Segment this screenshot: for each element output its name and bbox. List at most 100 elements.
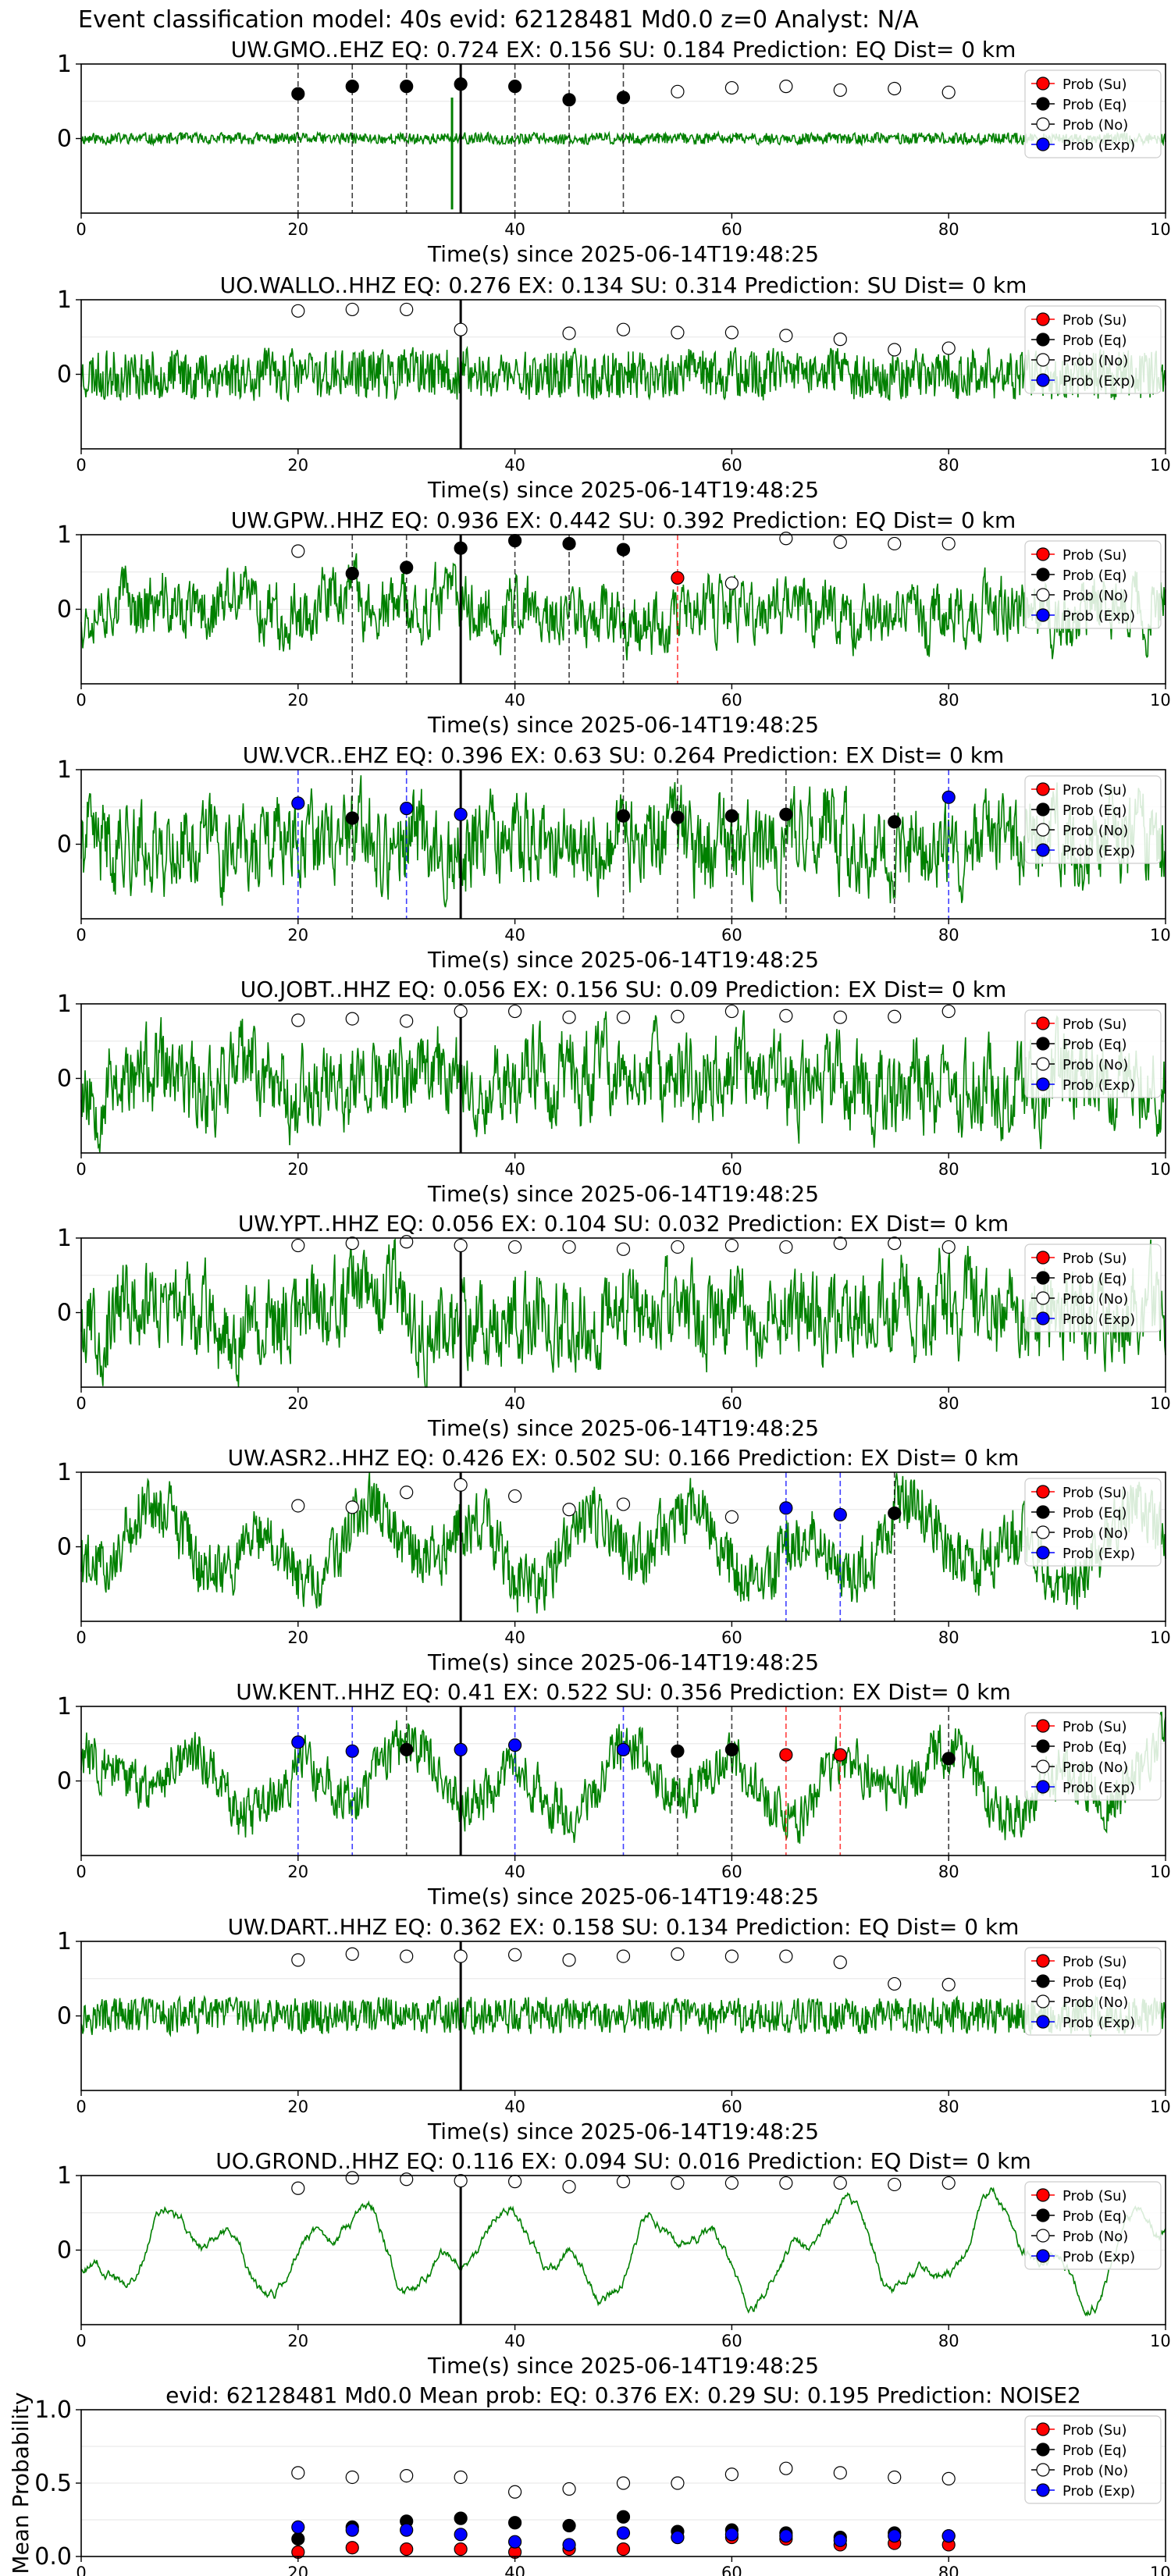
x-tick-label: 80 <box>938 926 959 945</box>
mean-prob-marker-eq <box>562 2518 576 2533</box>
prob-marker-no <box>724 1510 739 1524</box>
prob-marker-eq <box>562 93 576 107</box>
y-tick-label: 0.5 <box>34 2470 72 2497</box>
waveform-trace <box>80 1010 1166 1153</box>
subplot-title: UO.GROND..HHZ EQ: 0.116 EX: 0.094 SU: 0.… <box>215 2148 1031 2174</box>
x-tick-label: 40 <box>504 2332 525 2350</box>
legend-entry: Prob (Eq) <box>1062 1505 1127 1521</box>
legend-marker-eq <box>1036 802 1050 817</box>
legend-entry: Prob (Su) <box>1062 2188 1127 2204</box>
prob-marker-no <box>454 2174 468 2188</box>
prob-marker-eq <box>454 541 468 555</box>
prob-marker-exp <box>833 1507 847 1522</box>
legend: Prob (Su) Prob (Eq) Prob (No) Prob (Exp) <box>1024 305 1162 394</box>
waveform-trace <box>80 1994 1166 2037</box>
legend-marker-eq <box>1036 97 1050 111</box>
subplot-title: evid: 62128481 Md0.0 Mean prob: EQ: 0.37… <box>166 2382 1081 2408</box>
legend-box <box>1024 2415 1162 2504</box>
legend-marker-eq <box>1036 333 1050 347</box>
legend-marker-su <box>1036 1016 1050 1030</box>
mean-prob-marker-exp <box>507 2535 522 2549</box>
x-tick-label: 80 <box>938 1863 959 1881</box>
prob-marker-eq <box>400 1742 414 1756</box>
legend: Prob (Su) Prob (Eq) Prob (No) Prob (Exp) <box>1024 540 1162 629</box>
subplot-8: UW.KENT..HHZ EQ: 0.41 EX: 0.522 SU: 0.35… <box>57 1679 1171 1909</box>
mean-prob-marker-exp <box>779 2529 793 2543</box>
legend-entry: Prob (No) <box>1062 1759 1128 1776</box>
prob-marker-no <box>671 1240 685 1254</box>
prob-marker-no <box>291 1013 305 1027</box>
legend-entry: Prob (Su) <box>1062 782 1127 799</box>
legend-entry: Prob (Exp) <box>1062 373 1135 390</box>
legend-marker-su <box>1036 1719 1050 1733</box>
prob-marker-exp <box>941 790 956 804</box>
figure-suptitle: Event classification model: 40s evid: 62… <box>78 6 919 34</box>
prob-marker-no <box>400 1235 414 1249</box>
x-axis-label: Time(s) since 2025-06-14T19:48:25 <box>427 1181 819 1207</box>
mean-prob-marker-exp <box>345 2523 359 2537</box>
prob-marker-no <box>507 1489 522 1503</box>
prob-marker-no <box>833 83 847 98</box>
y-axis-label: Mean Probability <box>8 2392 34 2574</box>
prob-marker-no <box>888 343 902 357</box>
mean-prob-marker-eq <box>507 2516 522 2530</box>
legend-box <box>1024 1712 1162 1801</box>
x-tick-label: 60 <box>721 691 742 710</box>
prob-marker-eq <box>888 1506 902 1521</box>
x-tick-label: 40 <box>504 691 525 710</box>
legend-marker-su <box>1036 76 1050 91</box>
legend-entry: Prob (Su) <box>1062 1016 1127 1033</box>
subplot-10: UO.GROND..HHZ EQ: 0.116 EX: 0.094 SU: 0.… <box>57 2148 1171 2379</box>
legend-entry: Prob (No) <box>1062 353 1128 369</box>
x-axis-label: Time(s) since 2025-06-14T19:48:25 <box>427 1415 819 1441</box>
legend-marker-no <box>1036 2229 1050 2243</box>
prob-marker-eq <box>779 807 793 821</box>
x-tick-label: 60 <box>721 926 742 945</box>
x-tick-label: 80 <box>938 1394 959 1413</box>
x-tick-label: 100 <box>1150 1160 1171 1179</box>
prob-marker-no <box>941 2176 956 2190</box>
prob-marker-no <box>345 1012 359 1026</box>
x-tick-label: 40 <box>504 1394 525 1413</box>
x-tick-label: 80 <box>938 2097 959 2116</box>
legend-box <box>1024 1947 1162 2036</box>
legend-entry: Prob (No) <box>1062 117 1128 133</box>
x-tick-label: 40 <box>504 220 525 239</box>
legend-box <box>1024 1009 1162 1098</box>
legend-marker-su <box>1036 2422 1050 2436</box>
prob-marker-no <box>454 1238 468 1253</box>
x-tick-label: 60 <box>721 456 742 475</box>
legend: Prob (Su) Prob (Eq) Prob (No) Prob (Exp) <box>1024 775 1162 864</box>
prob-marker-no <box>454 1949 468 1963</box>
x-axis-label: Time(s) since 2025-06-14T19:48:25 <box>427 477 819 503</box>
prob-marker-eq <box>724 1742 739 1756</box>
x-tick-label: 0 <box>76 2332 86 2350</box>
prob-marker-no <box>507 1240 522 1254</box>
prob-marker-no <box>941 1240 956 1254</box>
legend: Prob (Su) Prob (Eq) Prob (No) Prob (Exp) <box>1024 1947 1162 2036</box>
mean-prob-marker-no <box>616 2476 631 2490</box>
mean-prob-marker-exp <box>454 2528 468 2542</box>
waveform-trace <box>80 1471 1166 1614</box>
x-tick-label: 0 <box>76 220 86 239</box>
mean-prob-marker-no <box>779 2461 793 2475</box>
mean-prob-marker-su <box>345 2541 359 2555</box>
prob-marker-no <box>507 1004 522 1019</box>
waveform-trace <box>81 2186 1166 2317</box>
legend-marker-no <box>1036 1994 1050 2008</box>
legend-box <box>1024 305 1162 394</box>
mean-prob-marker-no <box>671 2476 685 2490</box>
prob-marker-no <box>562 1953 576 1967</box>
x-tick-label: 60 <box>721 2564 742 2576</box>
prob-marker-no <box>833 1236 847 1251</box>
prob-marker-no <box>941 1004 956 1019</box>
subplot-11: evid: 62128481 Md0.0 Mean prob: EQ: 0.37… <box>8 2382 1171 2576</box>
mean-prob-marker-eq <box>616 2510 631 2524</box>
legend-marker-exp <box>1036 1780 1050 1794</box>
mean-prob-marker-exp <box>616 2526 631 2540</box>
mean-prob-marker-su <box>616 2542 631 2556</box>
prob-marker-no <box>833 1010 847 1024</box>
legend-marker-exp <box>1036 1077 1050 1091</box>
x-axis-label: Time(s) since 2025-06-14T19:48:25 <box>427 947 819 973</box>
